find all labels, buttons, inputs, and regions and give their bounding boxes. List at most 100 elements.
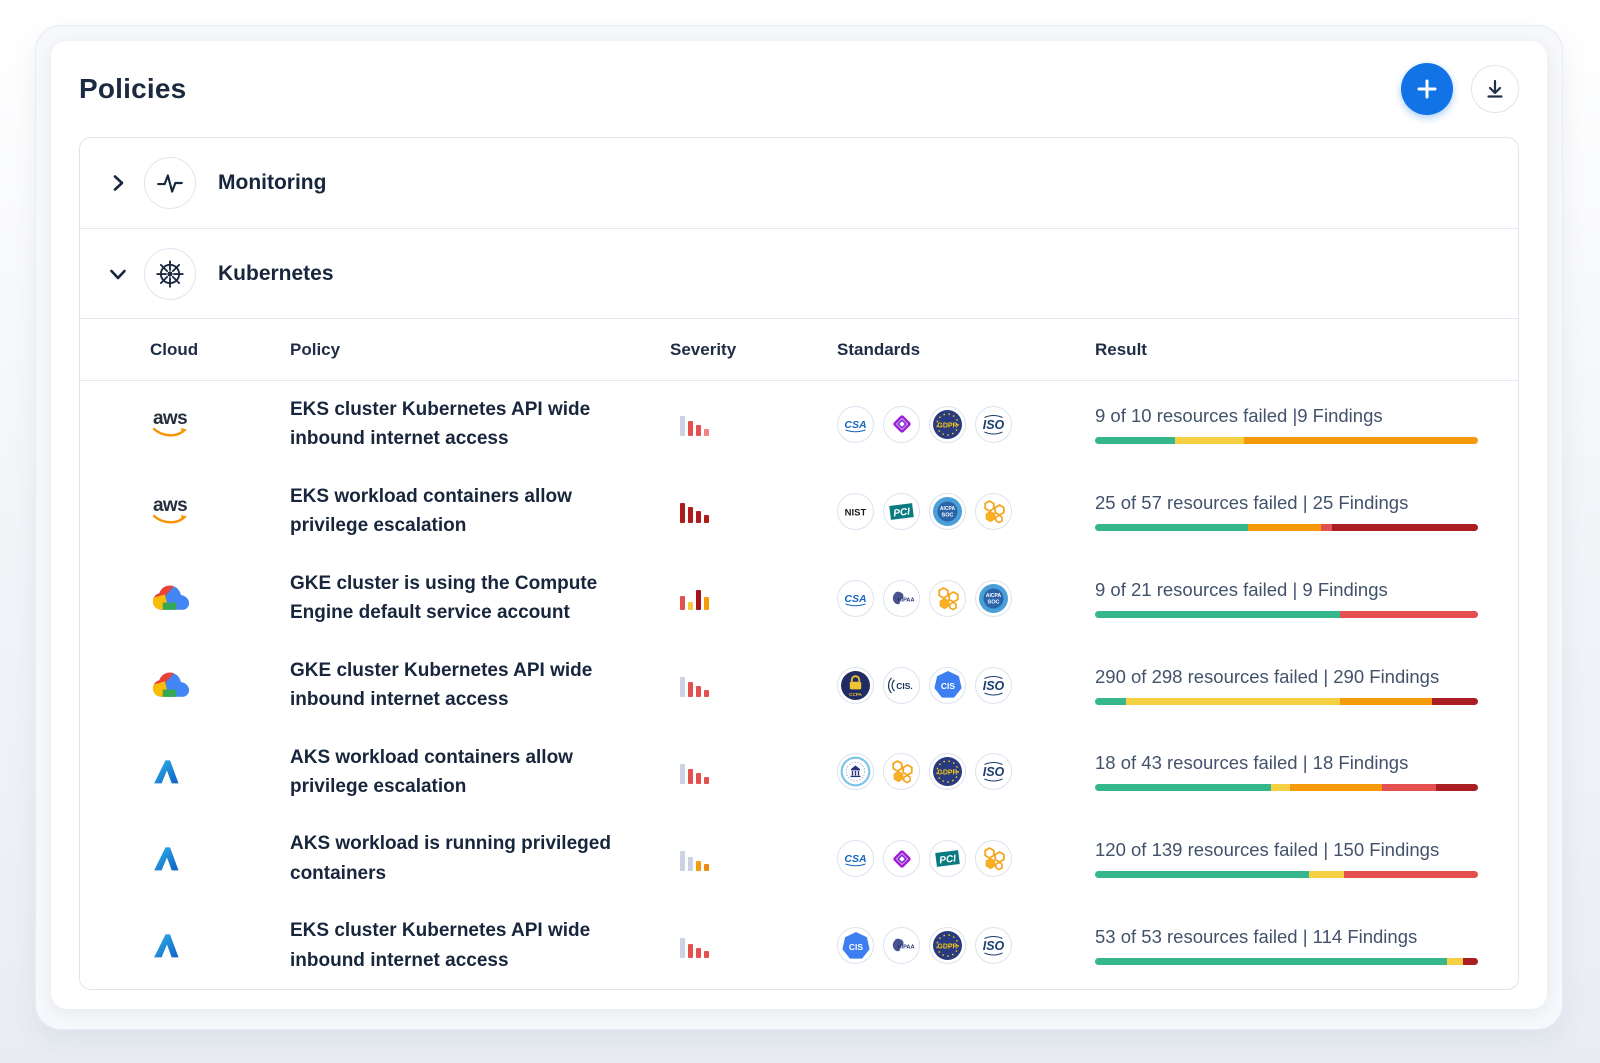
group-monitoring[interactable]: Monitoring	[80, 138, 1518, 228]
result-bar-segment	[1095, 697, 1126, 705]
standard-badge-gdpr: GDPR	[929, 753, 966, 791]
google-cloud-logo	[152, 672, 190, 697]
result-bar-segment	[1271, 784, 1291, 792]
standard-badge-aicpa-soc: AICPA SOC	[929, 492, 966, 530]
standard-badge-pci: PCI	[883, 492, 920, 530]
result-bar-segment	[1382, 784, 1436, 792]
severity-bar	[680, 596, 685, 611]
severity-bar	[704, 950, 709, 958]
svg-text:ISO: ISO	[983, 679, 1005, 693]
standard-badge-honeycomb	[975, 492, 1012, 530]
azure-logo	[154, 934, 179, 958]
svg-text:GDPR: GDPR	[937, 422, 957, 429]
result-cell: 9 of 10 resources failed |9 Findings	[1095, 405, 1478, 444]
aws-logo: aws	[150, 496, 190, 525]
standard-badge-pci: PCI	[929, 840, 966, 878]
result-cell: 25 of 57 resources failed | 25 Findings	[1095, 492, 1478, 531]
chevron-down-icon[interactable]	[104, 260, 132, 288]
header-result: Result	[1095, 339, 1147, 359]
severity-bar	[696, 947, 701, 958]
severity-cell	[670, 673, 837, 698]
severity-bar	[680, 677, 685, 698]
aws-logo: aws	[150, 409, 190, 438]
svg-text:ISO: ISO	[983, 418, 1005, 432]
standard-badge-iso: ISO	[975, 405, 1012, 443]
group-label: Monitoring	[218, 171, 327, 194]
standard-badge-ccpa: CCPA	[837, 666, 874, 704]
add-policy-button[interactable]	[1401, 63, 1453, 115]
card-header: Policies	[79, 41, 1519, 137]
policy-row[interactable]: GKE cluster Kubernetes API wide inbound …	[80, 641, 1518, 729]
result-bar	[1095, 610, 1478, 618]
cloud-cell: aws	[150, 409, 290, 438]
severity-bar	[680, 850, 685, 871]
policy-row[interactable]: AKS workload containers allow privilege …	[80, 728, 1518, 816]
severity-bar	[704, 429, 709, 437]
svg-text:CIS.: CIS.	[896, 681, 913, 691]
severity-bar	[696, 511, 701, 524]
standard-badge-honeycomb	[975, 840, 1012, 878]
result-bar	[1095, 871, 1478, 879]
cloud-cell	[150, 932, 290, 960]
chevron-right-icon[interactable]	[104, 169, 132, 197]
result-bar-segment	[1332, 523, 1478, 531]
severity-bar	[704, 597, 709, 611]
severity-bar	[696, 590, 701, 611]
severity-bar	[696, 860, 701, 871]
severity-chart	[680, 847, 837, 871]
svg-text:AICPA: AICPA	[940, 506, 956, 512]
result-bar-segment	[1290, 784, 1383, 792]
policy-row[interactable]: EKS cluster Kubernetes API wide inbound …	[80, 902, 1518, 990]
result-bar-segment	[1095, 610, 1341, 618]
severity-cell	[670, 586, 837, 611]
cloud-cell	[150, 583, 290, 614]
svg-text:NIST: NIST	[845, 507, 867, 518]
result-text: 9 of 10 resources failed |9 Findings	[1095, 404, 1383, 426]
svg-text:SOC: SOC	[988, 599, 1000, 605]
svg-text:SOC: SOC	[942, 512, 954, 518]
svg-text:GDPR: GDPR	[937, 943, 957, 950]
severity-bar	[688, 943, 693, 958]
standard-badge-iso: ISO	[975, 927, 1012, 965]
result-bar	[1095, 523, 1478, 531]
result-text: 9 of 21 resources failed | 9 Findings	[1095, 578, 1388, 600]
result-cell: 9 of 21 resources failed | 9 Findings	[1095, 579, 1478, 618]
standard-badge-aicpa-soc: AICPA SOC	[975, 579, 1012, 617]
standard-badge-gdpr: GDPR	[929, 405, 966, 443]
azure-logo	[154, 847, 179, 871]
result-text: 53 of 53 resources failed | 114 Findings	[1095, 926, 1418, 948]
standard-badge-cis-heptagon: CIS	[837, 927, 874, 965]
cloud-cell: aws	[150, 496, 290, 525]
severity-bar	[680, 503, 685, 524]
standards-badges: GDPR ISO	[837, 753, 1095, 791]
standard-badge-soc-ribbon	[883, 405, 920, 443]
plus-icon	[1417, 79, 1437, 99]
standard-badge-soc-ribbon	[883, 840, 920, 878]
policy-row[interactable]: GKE cluster is using the Compute Engine …	[80, 554, 1518, 642]
group-kubernetes[interactable]: Kubernetes	[80, 228, 1518, 318]
policy-row[interactable]: AKS workload is running privileged conta…	[80, 815, 1518, 903]
standard-badge-cis: CIS.	[883, 666, 920, 704]
policy-row[interactable]: aws EKS workload containers allow privil…	[80, 467, 1518, 555]
result-bar-segment	[1175, 436, 1245, 444]
download-button[interactable]	[1471, 65, 1519, 113]
svg-text:CSA: CSA	[844, 419, 866, 431]
result-bar-segment	[1340, 697, 1432, 705]
result-bar-segment	[1095, 958, 1448, 966]
policy-row[interactable]: aws EKS cluster Kubernetes API wide inbo…	[80, 381, 1518, 468]
severity-bar	[688, 602, 693, 611]
result-bar-segment	[1248, 523, 1321, 531]
policy-name: AKS workload is running privileged conta…	[290, 833, 611, 884]
standard-badge-honeycomb	[929, 579, 966, 617]
standard-badge-honeycomb	[883, 753, 920, 791]
result-text: 120 of 139 resources failed | 150 Findin…	[1095, 839, 1440, 861]
severity-bar	[696, 686, 701, 698]
svg-text:AICPA: AICPA	[986, 593, 1002, 599]
severity-bar	[704, 863, 709, 871]
svg-text:PCI: PCI	[939, 854, 957, 867]
svg-text:HIPAA: HIPAA	[898, 597, 915, 603]
standard-badge-gdpr: GDPR	[929, 927, 966, 965]
policy-name: GKE cluster Kubernetes API wide inbound …	[290, 659, 593, 711]
severity-cell	[670, 934, 837, 958]
result-bar-segment	[1125, 697, 1341, 705]
